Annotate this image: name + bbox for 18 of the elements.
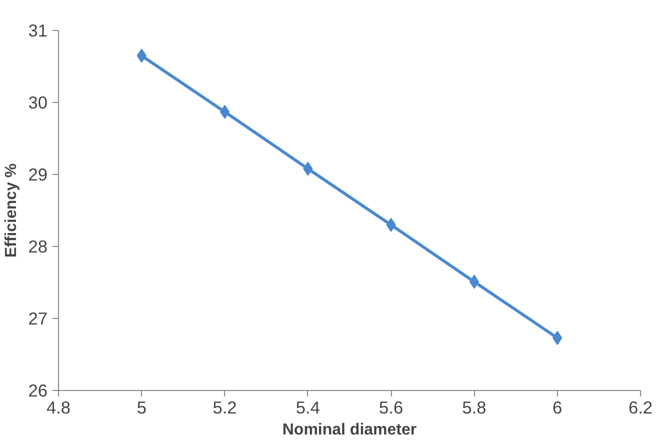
x-axis-title: Nominal diameter [282, 422, 417, 438]
x-tick-label: 5.6 [379, 398, 404, 418]
x-tick-label: 5.2 [212, 398, 237, 418]
x-tick-label: 6 [552, 398, 562, 418]
y-tick-label: 29 [28, 164, 48, 184]
x-tick-label: 5 [136, 398, 146, 418]
y-tick-label: 31 [28, 20, 48, 40]
point [469, 274, 480, 289]
x-tick-label: 5.8 [462, 398, 486, 418]
point [220, 104, 230, 119]
y-tick-label: 26 [28, 380, 48, 400]
y-tick-label: 30 [28, 92, 48, 112]
y-tick-label: 27 [28, 308, 48, 328]
y-axis-title: Efficiency % [3, 163, 20, 258]
y-tick-label: 28 [28, 236, 48, 256]
x-tick-label: 6.2 [628, 398, 653, 418]
x-tick-label: 4.8 [46, 398, 71, 418]
x-tick-label: 5.4 [296, 398, 320, 418]
